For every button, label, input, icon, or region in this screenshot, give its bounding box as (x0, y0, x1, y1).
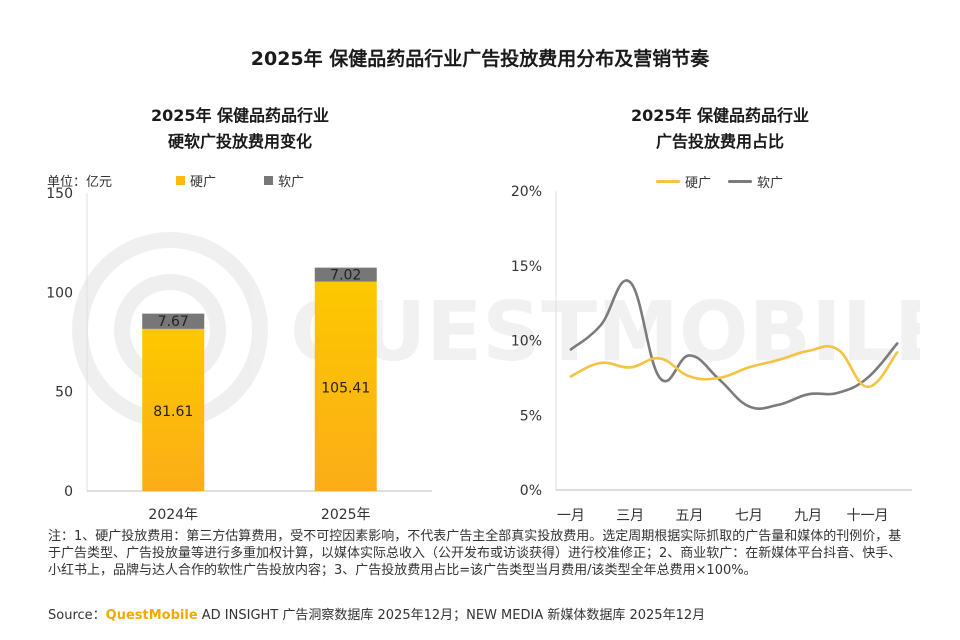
bar-y-tick-label: 50 (55, 385, 73, 401)
bar-legend-hard-swatch (176, 176, 185, 185)
bar-y-tick-label: 0 (64, 484, 73, 500)
line-legend-soft-swatch (728, 180, 752, 183)
main-title: 2025年 保健品药品行业广告投放费用分布及营销节奏 (250, 48, 710, 70)
bar-soft-1 (142, 313, 205, 329)
source-line: Source：QuestMobile AD INSIGHT 广告洞察数据库 20… (48, 604, 918, 623)
bar-y-tick-label: 150 (46, 186, 73, 202)
source-brand: QuestMobile (105, 608, 198, 623)
bar-hard-value-label: 81.61 (153, 404, 193, 420)
line-legend-hard-label: 硬广 (685, 176, 712, 191)
right-chart-title-line2: 广告投放费用占比 (655, 132, 784, 151)
footnote: 注：1、硬广投放费用：第三方估算费用，受不可控因素影响，不代表广告主全部真实投放… (48, 529, 902, 578)
bar-soft-value-label: 7.67 (158, 314, 189, 330)
bar-legend-hard-label: 硬广 (190, 175, 217, 190)
bar-hard-2 (314, 281, 377, 491)
bar-x-tick-label: 2024年 (148, 507, 198, 523)
bar-legend-soft-swatch (264, 176, 273, 185)
bar-legend-soft-label: 软广 (278, 175, 305, 190)
line-legend-soft: 软广 (728, 172, 783, 191)
line-legend-soft-label: 软广 (757, 176, 784, 191)
line-legend-hard-swatch (656, 180, 680, 183)
left-chart-title: 2025年 保健品药品行业 硬软广投放费用变化 (40, 103, 440, 155)
left-chart-title-line2: 硬软广投放费用变化 (167, 132, 312, 151)
bar-hard-1 (142, 328, 205, 491)
bar-legend-hard: 硬广 (176, 171, 216, 190)
unit-label: 单位：亿元 (47, 175, 113, 190)
bar-x-tick-label: 2025年 (321, 507, 371, 523)
left-chart-title-line1: 2025年 保健品药品行业 (150, 106, 330, 125)
bar-hard-value-label: 105.41 (321, 380, 370, 396)
line-legend-hard: 硬广 (656, 172, 711, 191)
bar-soft-2 (314, 267, 377, 282)
right-chart-title: 2025年 保健品药品行业 广告投放费用占比 (520, 103, 920, 155)
source-prefix: Source： (48, 608, 106, 623)
bar-legend-soft: 软广 (264, 171, 304, 190)
bar-soft-value-label: 7.02 (330, 268, 361, 284)
source-rest: AD INSIGHT 广告洞察数据库 2025年12月；NEW MEDIA 新媒… (197, 608, 706, 623)
bar-y-tick-label: 100 (46, 285, 73, 301)
right-chart-title-line1: 2025年 保健品药品行业 (630, 106, 810, 125)
